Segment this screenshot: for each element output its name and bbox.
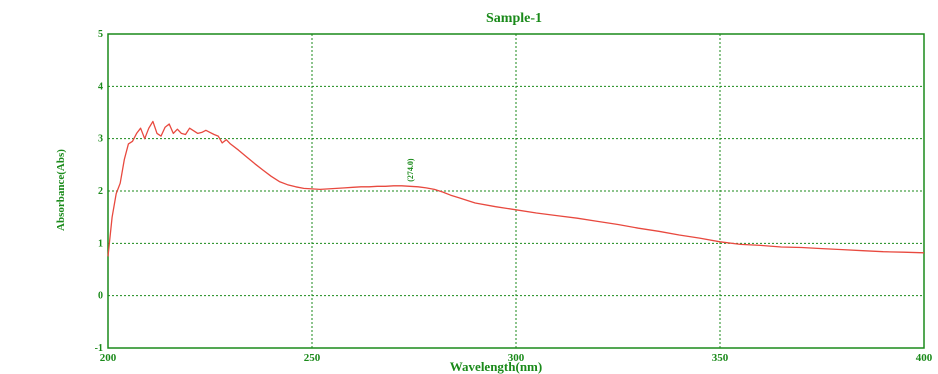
peak-annotation: (274.0) — [406, 158, 415, 182]
x-tick-label: 200 — [100, 352, 117, 364]
y-tick-label: 4 — [98, 81, 103, 92]
y-tick-label: -1 — [95, 343, 103, 354]
y-tick-label: 5 — [98, 29, 103, 40]
x-tick-label: 300 — [508, 352, 525, 364]
x-tick-label: 250 — [304, 352, 321, 364]
annotations: (274.0) — [406, 158, 415, 182]
x-axis-label: Wavelength(nm) — [450, 359, 542, 374]
absorbance-series-line — [107, 120, 925, 257]
grid-lines — [108, 34, 924, 348]
y-axis-label: Absorbance(Abs) — [55, 149, 67, 231]
tick-labels: 200 250 300 350 400 -1 0 1 2 3 4 5 — [95, 29, 933, 364]
y-tick-label: 1 — [98, 238, 103, 249]
series-group — [107, 120, 925, 257]
chart-title: Sample-1 — [486, 11, 542, 26]
x-tick-label: 350 — [712, 352, 729, 364]
y-tick-label: 2 — [98, 186, 103, 197]
y-tick-label: 3 — [98, 134, 103, 145]
y-tick-label: 0 — [98, 291, 103, 302]
x-tick-label: 400 — [916, 352, 933, 364]
plot-frame — [107, 33, 925, 349]
